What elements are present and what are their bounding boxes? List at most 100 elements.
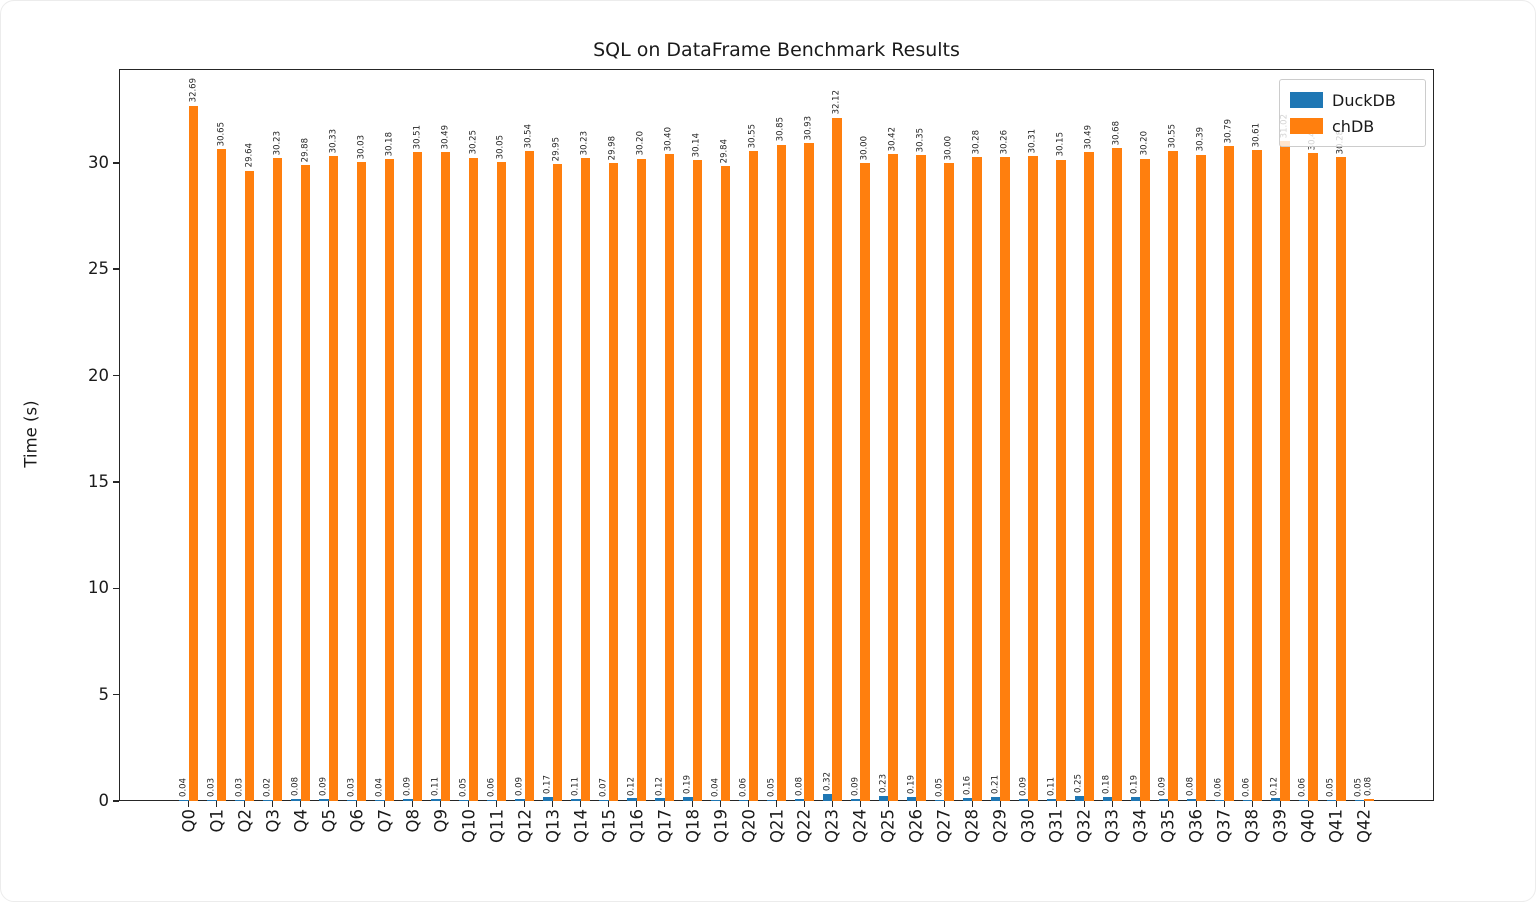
- x-axis-tick: [1111, 801, 1114, 807]
- legend-label-duckdb: DuckDB: [1332, 90, 1396, 110]
- x-axis-tick-label: Q32: [1074, 809, 1094, 843]
- bar-duckdb-q7: [374, 800, 385, 801]
- bar-value-label: 30.65: [215, 121, 226, 147]
- bar-chdb-q24: [860, 162, 871, 801]
- x-axis-tick: [1279, 801, 1282, 807]
- bar-value-label: 0.08: [290, 777, 301, 797]
- bar-duckdb-q38: [1242, 799, 1253, 801]
- bar-value-label: 30.28: [971, 129, 982, 154]
- bar-duckdb-q21: [766, 799, 777, 801]
- x-axis-tick: [495, 801, 498, 807]
- x-axis-tick: [1027, 801, 1030, 807]
- bar-chdb-q2: [244, 170, 255, 801]
- bar-chdb-q21: [776, 144, 787, 801]
- bar-value-label: 0.09: [402, 777, 413, 797]
- y-axis-tick: [113, 587, 119, 590]
- x-axis-tick-label: Q23: [822, 809, 842, 843]
- x-axis-tick: [271, 801, 274, 807]
- y-axis-tick: [113, 268, 119, 271]
- bar-duckdb-q6: [346, 800, 357, 801]
- bar-value-label: 30.39: [1195, 127, 1206, 152]
- chart-title: SQL on DataFrame Benchmark Results: [593, 39, 960, 61]
- x-axis-tick: [579, 801, 582, 807]
- x-axis-tick: [1251, 801, 1254, 807]
- x-axis-tick-label: Q3: [263, 809, 283, 833]
- x-axis-tick: [551, 801, 554, 807]
- bar-value-label: 0.09: [318, 777, 329, 797]
- bar-duckdb-q18: [682, 796, 693, 801]
- bar-chdb-q34: [1140, 158, 1151, 801]
- bar-duckdb-q28: [962, 797, 973, 801]
- x-axis-tick-label: Q42: [1354, 809, 1374, 843]
- x-axis-tick-label: Q30: [1018, 809, 1038, 843]
- bar-chdb-q8: [412, 152, 423, 801]
- bar-chdb-q36: [1196, 154, 1207, 801]
- bar-value-label: 0.06: [1213, 777, 1224, 797]
- bar-chdb-q11: [496, 161, 507, 801]
- x-axis-tick: [383, 801, 386, 807]
- bar-duckdb-q16: [626, 798, 637, 801]
- bar-duckdb-q30: [1018, 799, 1029, 801]
- bar-value-label: 30.85: [775, 117, 786, 142]
- bar-chdb-q23: [832, 117, 843, 801]
- bar-value-label: 29.98: [607, 135, 618, 161]
- x-axis-tick: [439, 801, 442, 807]
- x-axis-tick: [1335, 801, 1338, 807]
- bar-chdb-q25: [888, 153, 899, 801]
- x-axis-tick-label: Q26: [906, 809, 926, 843]
- bar-value-label: 30.68: [1111, 121, 1122, 146]
- bar-value-label: 30.00: [943, 135, 954, 160]
- x-axis-tick-label: Q1: [207, 809, 227, 833]
- bar-value-label: 29.84: [719, 138, 730, 164]
- bar-chdb-q22: [804, 143, 815, 801]
- y-axis-tick-label: 5: [98, 684, 110, 704]
- bar-chdb-q13: [552, 163, 563, 801]
- bar-duckdb-q33: [1102, 797, 1113, 801]
- bar-value-label: 0.05: [933, 778, 944, 797]
- bar-duckdb-q40: [1298, 799, 1309, 801]
- bar-chdb-q17: [664, 154, 675, 801]
- x-axis-tick-label: Q13: [543, 809, 563, 843]
- bar-chdb-q3: [272, 158, 283, 801]
- x-axis-tick: [719, 801, 722, 807]
- bar-chdb-q4: [300, 165, 311, 801]
- bar-duckdb-q22: [794, 799, 805, 801]
- bar-value-label: 0.05: [1353, 778, 1364, 797]
- x-axis-tick-label: Q22: [794, 809, 814, 843]
- legend: DuckDB chDB: [1279, 79, 1426, 147]
- bar-chdb-q38: [1252, 149, 1263, 801]
- bar-chdb-q28: [972, 156, 983, 801]
- y-axis-tick-label: 30: [88, 152, 109, 172]
- bar-value-label: 30.05: [495, 134, 506, 159]
- x-axis-tick-label: Q6: [347, 809, 367, 833]
- x-axis-tick-label: Q11: [487, 809, 507, 843]
- bar-value-label: 0.11: [430, 776, 441, 796]
- bar-value-label: 0.06: [737, 777, 748, 797]
- x-axis-tick: [1139, 801, 1142, 807]
- x-axis-tick: [1055, 801, 1058, 807]
- x-axis-tick-label: Q38: [1242, 809, 1262, 843]
- bar-value-label: 0.02: [262, 778, 273, 797]
- x-axis-tick-label: Q9: [431, 809, 451, 833]
- bar-chdb-q37: [1224, 146, 1235, 801]
- bar-value-label: 0.11: [1045, 776, 1056, 796]
- x-axis-tick-label: Q34: [1130, 809, 1150, 843]
- bar-duckdb-q23: [822, 794, 833, 801]
- x-axis-tick: [411, 801, 414, 807]
- bar-value-label: 0.12: [653, 776, 664, 796]
- bar-chdb-q0: [188, 105, 199, 801]
- bar-chdb-q41: [1336, 156, 1347, 801]
- bar-value-label: 30.49: [439, 125, 450, 150]
- bar-value-label: 0.03: [234, 778, 245, 797]
- bar-value-label: 0.05: [765, 778, 776, 797]
- bar-value-label: 0.06: [1241, 777, 1252, 797]
- bar-value-label: 30.55: [1167, 123, 1178, 149]
- x-axis-tick-label: Q25: [878, 809, 898, 843]
- x-axis-tick-label: Q10: [459, 809, 479, 843]
- x-axis-tick-label: Q29: [990, 809, 1010, 843]
- bar-value-label: 0.05: [1325, 778, 1336, 797]
- bar-chdb-q27: [944, 162, 955, 801]
- bar-duckdb-q34: [1130, 796, 1141, 801]
- bar-value-label: 30.26: [999, 130, 1010, 155]
- y-axis-tick: [113, 481, 119, 483]
